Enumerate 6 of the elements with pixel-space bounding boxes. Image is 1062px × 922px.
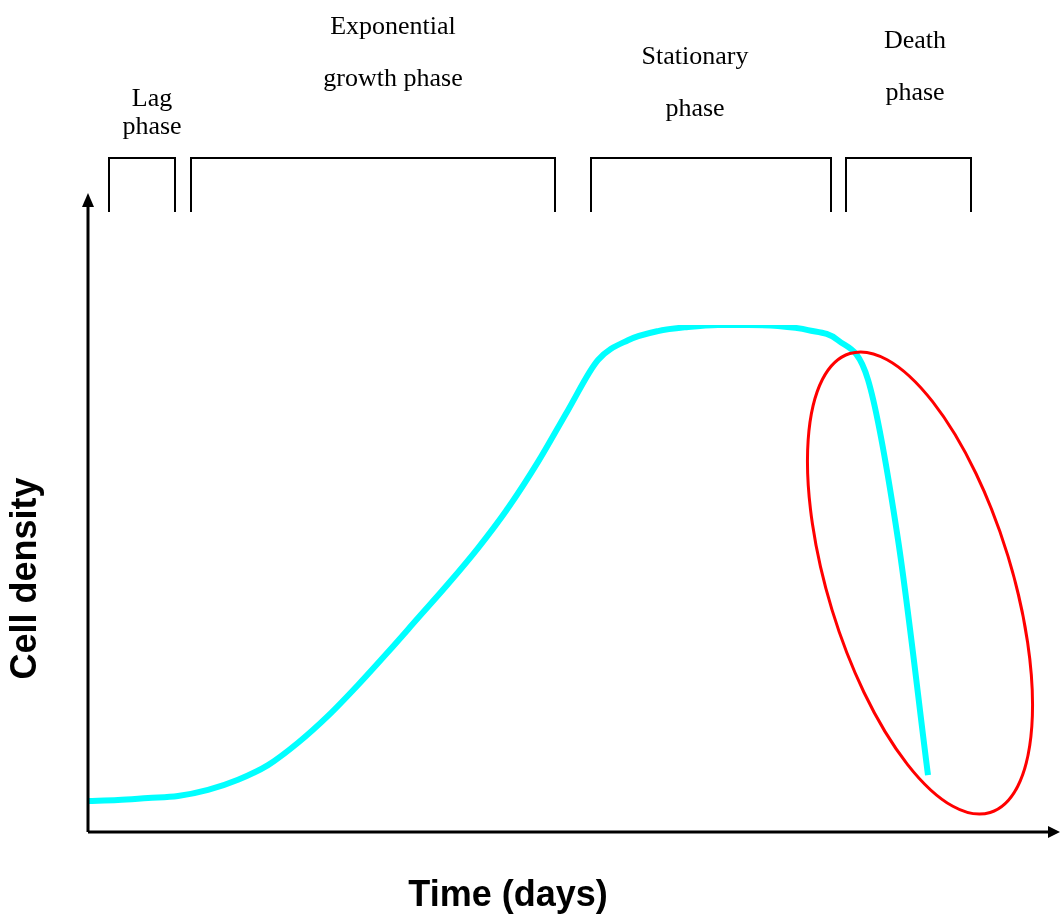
y-axis-title: Cell density [2,477,44,680]
text: Exponential growth phase [322,10,464,94]
text: Lag phase [121,83,183,140]
x-axis-title: Time (days) [408,873,608,915]
text: Death phase [882,24,948,108]
text: Stationary phase [640,40,750,124]
